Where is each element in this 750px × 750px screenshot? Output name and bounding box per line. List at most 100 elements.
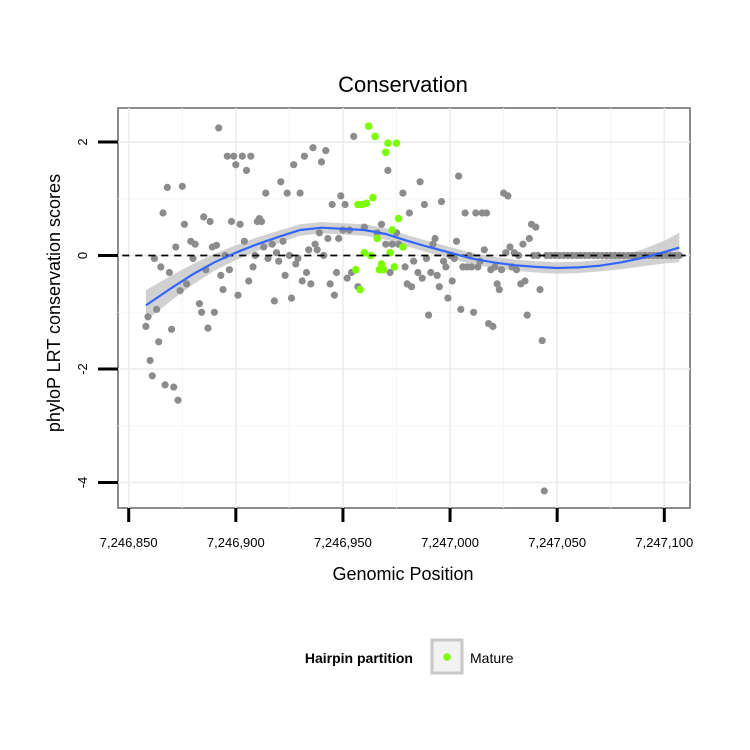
data-point — [281, 271, 289, 279]
data-point — [311, 240, 319, 248]
legend-mature-swatch — [443, 653, 451, 661]
data-point-mature — [360, 248, 369, 257]
data-point-mature — [399, 243, 407, 251]
data-point — [210, 308, 218, 316]
data-point — [245, 277, 253, 285]
data-point — [257, 217, 266, 226]
data-point-mature — [352, 265, 360, 274]
data-point — [234, 291, 242, 299]
data-point — [450, 254, 458, 262]
data-point — [523, 311, 531, 319]
data-point — [198, 308, 206, 316]
data-point-mature — [388, 226, 397, 234]
data-point — [474, 263, 482, 271]
data-point — [195, 300, 203, 308]
y-axis-title: phyloP LRT conservation scores — [44, 174, 64, 432]
data-point — [242, 166, 251, 174]
legend: Hairpin partition Mature — [305, 638, 514, 675]
data-point — [161, 381, 169, 389]
data-point — [296, 189, 304, 197]
data-point — [155, 338, 163, 346]
data-point — [279, 237, 287, 245]
data-point — [502, 249, 510, 257]
data-point — [540, 487, 548, 495]
x-axis: 7,246,850 7,246,900 7,246,950 7,247,000 7,24… — [100, 508, 693, 550]
data-point — [418, 274, 426, 282]
data-point — [519, 240, 527, 248]
data-point — [429, 240, 437, 248]
data-point — [309, 144, 317, 152]
data-point — [386, 268, 394, 277]
data-point — [422, 254, 431, 262]
data-point — [247, 152, 255, 160]
data-point — [219, 286, 227, 294]
data-point — [215, 124, 223, 132]
data-point — [170, 383, 178, 391]
x-tick-label: 7,246,850 — [100, 535, 158, 550]
data-point — [283, 189, 291, 197]
x-tick-label: 7,247,000 — [421, 535, 479, 550]
data-point — [238, 152, 246, 160]
data-point-mature — [364, 122, 373, 130]
data-point-mature — [390, 263, 399, 271]
data-point-mature — [384, 139, 392, 147]
data-point — [206, 217, 214, 226]
data-point — [452, 237, 461, 245]
data-point — [534, 251, 542, 260]
data-point — [315, 229, 323, 237]
data-point — [491, 263, 499, 271]
data-point — [240, 237, 248, 245]
data-point — [223, 152, 231, 160]
data-point — [442, 263, 450, 271]
data-point — [335, 234, 343, 243]
data-point — [150, 254, 158, 262]
data-point — [538, 337, 546, 345]
legend-mature-label: Mature — [470, 650, 514, 666]
data-point — [249, 263, 257, 271]
data-point — [382, 240, 390, 248]
data-point — [313, 246, 321, 254]
data-point — [457, 305, 465, 313]
data-point — [467, 263, 476, 271]
data-point — [350, 132, 358, 140]
chart-title: Conservation — [338, 72, 468, 97]
data-point — [493, 280, 501, 288]
x-tick-label: 7,246,900 — [207, 535, 265, 550]
data-point — [270, 297, 278, 305]
data-point — [470, 308, 478, 316]
data-point — [180, 220, 188, 228]
data-point — [168, 325, 176, 333]
data-point — [326, 280, 334, 288]
data-point — [322, 147, 330, 155]
data-point — [148, 372, 156, 380]
data-point-mature — [362, 199, 371, 208]
data-point-mature — [394, 214, 403, 223]
data-point — [532, 223, 540, 231]
x-tick-label: 7,246,950 — [314, 535, 372, 550]
data-point — [536, 286, 544, 294]
data-point-mature — [373, 234, 382, 243]
data-point — [337, 192, 345, 200]
data-point-mature — [377, 260, 386, 268]
data-point — [425, 311, 433, 319]
x-tick-label: 7,247,050 — [528, 535, 586, 550]
data-point — [200, 213, 208, 221]
data-point — [204, 324, 212, 332]
data-point — [260, 243, 268, 251]
data-point-mature — [386, 248, 394, 257]
data-point — [455, 172, 463, 180]
data-point — [232, 161, 240, 169]
data-point — [448, 277, 456, 285]
data-point — [341, 200, 349, 209]
data-point — [440, 257, 448, 265]
data-point — [399, 189, 407, 197]
data-point — [275, 257, 283, 265]
data-point — [165, 268, 173, 277]
data-point — [300, 152, 308, 160]
data-point — [330, 291, 338, 299]
data-point — [217, 271, 225, 279]
series-mature-points — [352, 122, 407, 294]
data-point — [480, 246, 488, 254]
data-point-mature — [369, 193, 377, 202]
